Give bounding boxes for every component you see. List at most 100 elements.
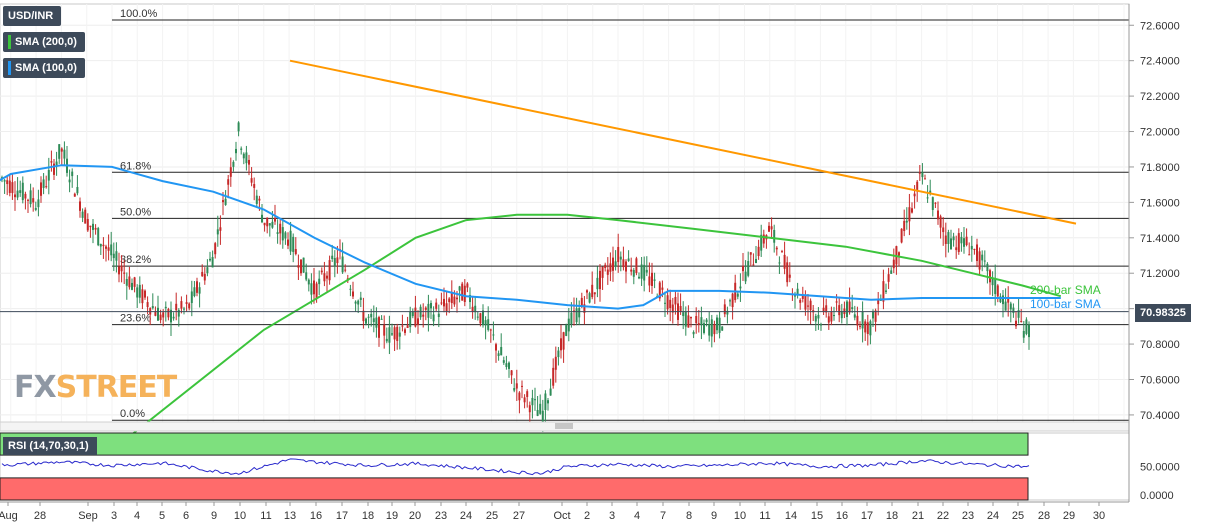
candle-body xyxy=(235,148,237,154)
candle-body xyxy=(68,179,71,183)
candle-body xyxy=(547,400,549,404)
candle-body xyxy=(773,229,776,243)
candle-body xyxy=(456,297,458,300)
x-tick-label: 16 xyxy=(836,510,848,522)
candle-body xyxy=(991,277,994,286)
candle-body xyxy=(955,247,958,251)
sma100-line xyxy=(0,164,1061,310)
x-tick-label: 3 xyxy=(609,510,615,522)
candle-body xyxy=(801,295,804,299)
candle-body xyxy=(565,325,568,336)
fib-level-label: 23.6% xyxy=(120,313,151,325)
x-tick-label: 15 xyxy=(811,510,823,522)
candle-body xyxy=(146,302,149,308)
candle-body xyxy=(326,275,328,279)
candle-body xyxy=(606,269,609,275)
candle-body xyxy=(580,297,583,307)
candle-body xyxy=(521,385,523,387)
x-tick-label: 17 xyxy=(336,510,348,522)
candle-body xyxy=(385,338,388,342)
candle-body xyxy=(448,298,451,303)
candle-body xyxy=(762,234,765,244)
candle-body xyxy=(138,284,141,298)
rsi-overbought-zone xyxy=(0,432,1029,456)
candle-body xyxy=(820,324,822,326)
candle-body xyxy=(474,305,477,313)
candle-body xyxy=(905,220,908,223)
candle-body xyxy=(872,311,874,319)
candle-body xyxy=(840,311,843,319)
candle-body xyxy=(175,303,178,311)
candle-body xyxy=(718,317,721,333)
candle-body xyxy=(73,193,76,197)
candle-body xyxy=(110,244,113,256)
candle-body xyxy=(833,315,835,317)
candle-body xyxy=(58,144,61,159)
candle-body xyxy=(939,216,942,228)
legend-sma100[interactable]: SMA (100,0) xyxy=(3,58,85,78)
candle-body xyxy=(515,383,518,389)
candle-body xyxy=(331,255,334,260)
candle-body xyxy=(79,201,81,211)
rsi-tick-label: 0.0000 xyxy=(1140,490,1174,502)
candle-body xyxy=(92,223,94,230)
candle-body xyxy=(640,264,643,279)
candle-body xyxy=(622,259,625,268)
candle-body xyxy=(846,301,848,318)
candle-body xyxy=(427,303,430,318)
candle-body xyxy=(851,307,854,310)
legend-sma200[interactable]: SMA (200,0) xyxy=(3,32,85,52)
candle-body xyxy=(934,202,937,204)
candle-body xyxy=(383,324,386,336)
candle-body xyxy=(664,302,666,304)
candle-body xyxy=(242,153,245,159)
candle-body xyxy=(989,270,991,283)
candle-body xyxy=(484,320,487,326)
candle-body xyxy=(458,286,461,291)
candle-body xyxy=(206,267,209,274)
symbol-label[interactable]: USD/INR xyxy=(3,6,62,26)
candle-body xyxy=(188,303,191,309)
candle-body xyxy=(29,190,32,205)
candle-body xyxy=(952,236,955,241)
candle-body xyxy=(534,399,536,401)
candle-body xyxy=(261,214,263,223)
candle-body xyxy=(34,208,37,210)
candle-body xyxy=(287,239,289,246)
candle-body xyxy=(1022,330,1025,338)
price-tick-label: 70.4000 xyxy=(1140,410,1180,422)
candle-body xyxy=(900,228,903,243)
sma100-swatch xyxy=(8,61,11,75)
candle-body xyxy=(814,315,817,322)
candle-body xyxy=(539,403,542,414)
candle-body xyxy=(435,302,438,309)
candle-body xyxy=(445,303,448,312)
candle-body xyxy=(682,312,685,317)
candle-body xyxy=(11,182,14,194)
x-tick-label: 10 xyxy=(234,510,246,522)
candle-body xyxy=(131,282,133,290)
rsi-label[interactable]: RSI (14,70,30,1) xyxy=(3,437,97,455)
candle-body xyxy=(133,277,136,287)
candle-body xyxy=(630,269,633,272)
sma200-label: 200-bar SMA xyxy=(1030,283,1101,297)
candle-body xyxy=(739,286,742,289)
candle-body xyxy=(42,179,45,188)
candle-body xyxy=(45,186,48,188)
candle-body xyxy=(705,319,708,323)
candle-body xyxy=(838,305,841,316)
candle-body xyxy=(393,327,396,340)
candle-body xyxy=(341,256,344,273)
candle-body xyxy=(794,295,796,297)
price-tick-label: 72.0000 xyxy=(1140,127,1180,139)
candle-body xyxy=(94,227,97,230)
candle-body xyxy=(853,314,856,318)
candle-body xyxy=(84,209,87,224)
candle-body xyxy=(172,316,175,319)
candle-body xyxy=(302,257,305,273)
price-tick-label: 71.6000 xyxy=(1140,197,1180,209)
candle-body xyxy=(365,318,367,324)
candle-body xyxy=(123,272,126,274)
candle-body xyxy=(947,232,950,244)
